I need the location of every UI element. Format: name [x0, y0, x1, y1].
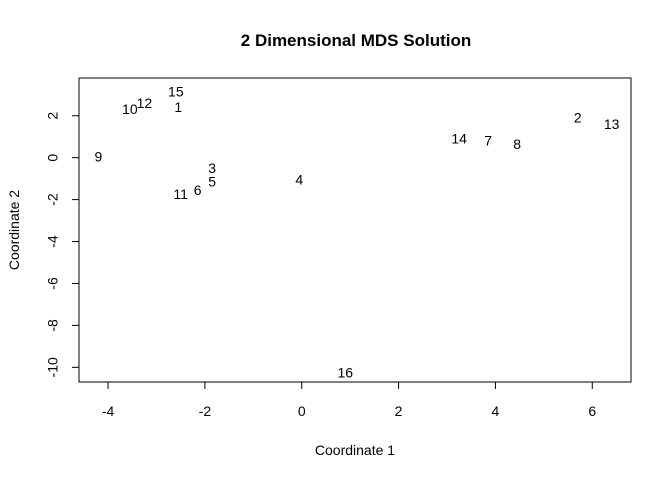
point-label-5: 5	[208, 174, 216, 190]
point-label-15: 15	[168, 83, 184, 99]
point-label-8: 8	[513, 136, 521, 152]
y-tick-label: 0	[45, 154, 61, 162]
y-axis-label: Coordinate 2	[6, 190, 22, 270]
chart-title: 2 Dimensional MDS Solution	[241, 31, 471, 50]
x-tick-label: -2	[199, 403, 212, 419]
y-tick-label: -8	[45, 319, 61, 332]
y-tick-label: -4	[45, 235, 61, 248]
y-tick-label: -6	[45, 277, 61, 290]
plot-frame	[78, 77, 632, 383]
point-label-6: 6	[194, 182, 202, 198]
point-label-1: 1	[174, 99, 182, 115]
y-tick-label: -10	[45, 357, 61, 377]
x-tick-label: 0	[298, 403, 306, 419]
x-tick-label: 2	[395, 403, 403, 419]
x-tick-label: 4	[492, 403, 500, 419]
point-label-16: 16	[338, 364, 354, 380]
point-label-12: 12	[137, 95, 153, 111]
point-label-3: 3	[208, 160, 216, 176]
y-axis: -10 -8 -6 -4 -2 0 2	[45, 112, 80, 377]
point-label-9: 9	[94, 148, 102, 164]
x-tick-label: -4	[102, 403, 115, 419]
point-label-2: 2	[574, 110, 582, 126]
x-tick-label: 6	[588, 403, 596, 419]
point-label-7: 7	[484, 133, 492, 149]
point-label-11: 11	[173, 186, 188, 202]
x-axis: -4 -2 0 2 4 6	[102, 381, 596, 419]
point-label-14: 14	[451, 131, 467, 147]
point-label-10: 10	[122, 101, 138, 117]
point-label-13: 13	[604, 116, 620, 132]
y-tick-label: 2	[45, 112, 61, 120]
y-tick-label: -2	[45, 193, 61, 206]
point-label-4: 4	[295, 171, 303, 187]
x-axis-label: Coordinate 1	[315, 442, 395, 458]
